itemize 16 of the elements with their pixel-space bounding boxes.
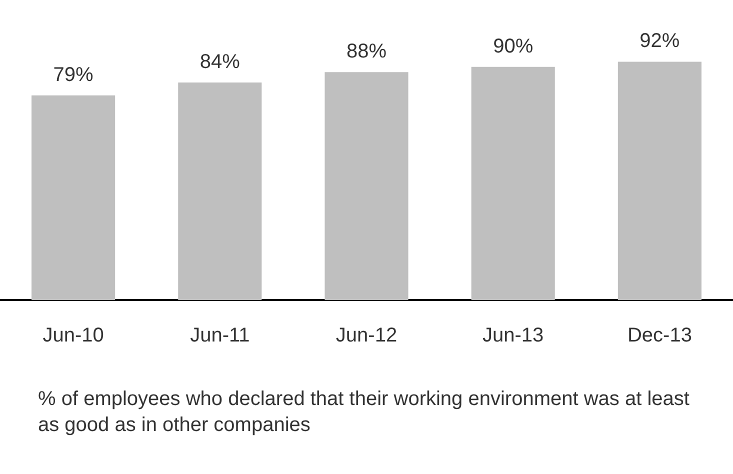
x-tick-label: Jun-11 xyxy=(190,324,250,347)
bar xyxy=(324,72,408,300)
bar xyxy=(178,82,262,300)
x-tick-label: Dec-13 xyxy=(627,324,692,347)
x-tick-label: Jun-13 xyxy=(482,324,544,347)
x-tick-label: Jun-10 xyxy=(42,324,104,347)
text: % of employees who declared that their working environment was at least as good as in other companies xyxy=(37,387,690,438)
data-label: 90% xyxy=(493,35,534,58)
bar xyxy=(618,62,702,300)
x-tick-label: Jun-12 xyxy=(336,324,398,347)
data-label: 92% xyxy=(640,30,680,52)
data-label: 88% xyxy=(346,40,387,63)
data-label: 79% xyxy=(53,64,94,86)
bar xyxy=(471,66,555,300)
bar xyxy=(32,95,116,300)
data-label: 84% xyxy=(200,50,240,73)
